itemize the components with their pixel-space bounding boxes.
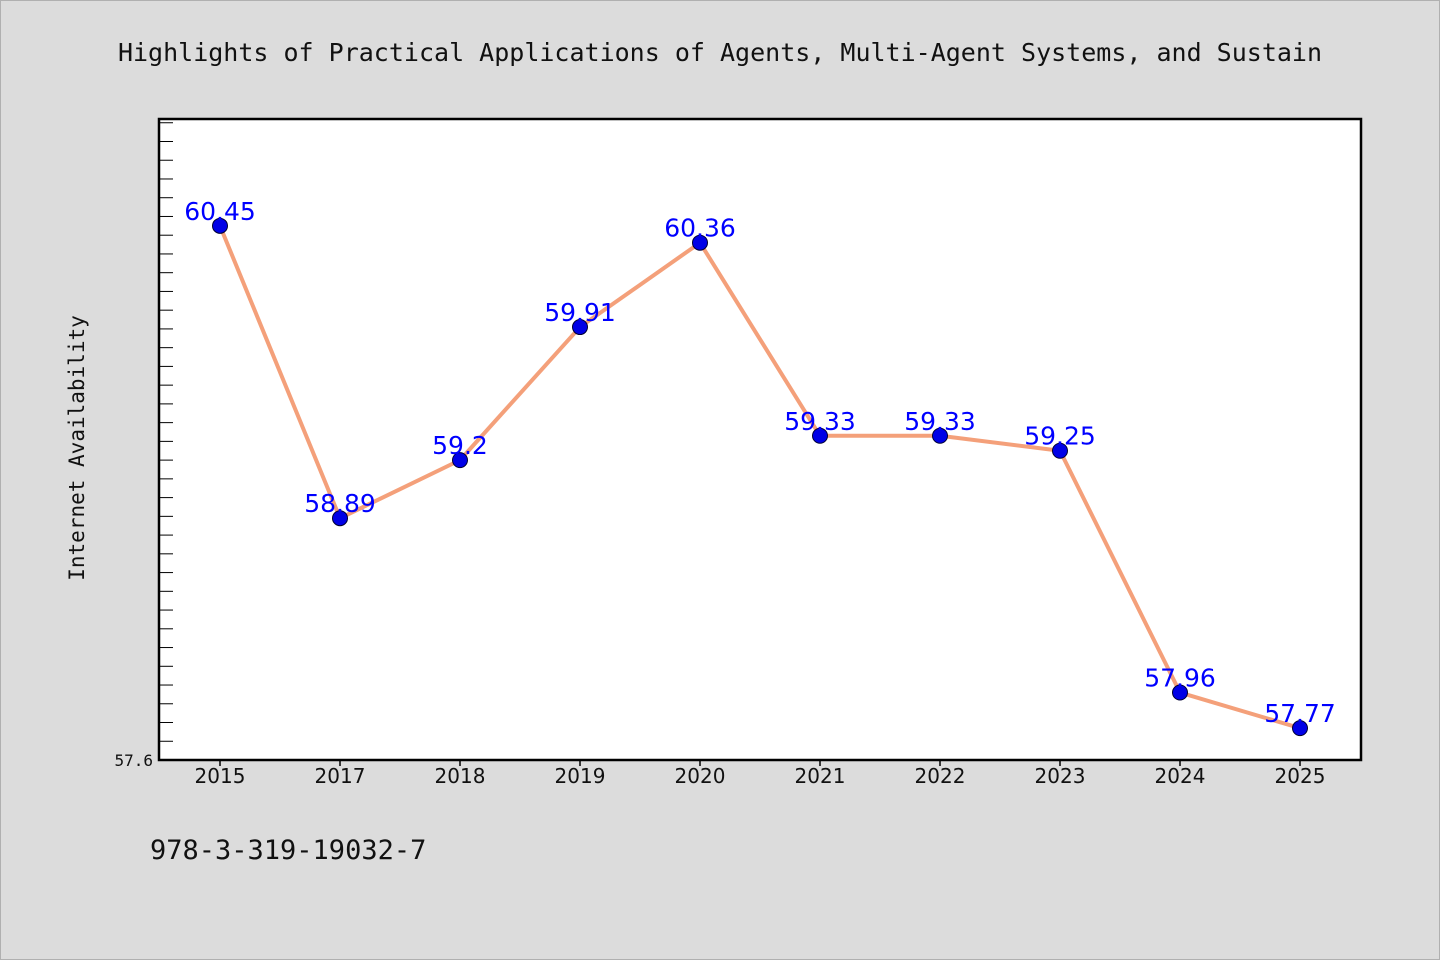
data-point <box>212 217 228 234</box>
x-tick-label: 2018 <box>435 764 486 788</box>
x-tick-label: 2020 <box>675 764 726 788</box>
data-point <box>812 427 828 444</box>
data-label: 59.25 <box>1024 422 1096 451</box>
data-label: 57.77 <box>1264 699 1336 728</box>
data-point <box>572 319 588 336</box>
data-label: 60.36 <box>664 214 736 243</box>
series-line <box>218 225 1301 731</box>
x-tick-label: 2019 <box>555 764 606 788</box>
x-tick-label: 2022 <box>915 764 966 788</box>
data-point <box>452 452 468 469</box>
data-point <box>1052 442 1068 459</box>
data-point <box>332 510 348 527</box>
data-label: 59.33 <box>784 407 856 436</box>
data-label: 58.89 <box>304 489 376 518</box>
isbn-identifier: 978-3-319-19032-7 <box>150 835 427 866</box>
x-tick-label: 2021 <box>795 764 846 788</box>
x-tick-label: 2024 <box>1155 764 1206 788</box>
data-label: 57.96 <box>1144 664 1216 693</box>
data-label: 59.2 <box>432 431 488 460</box>
data-label: 60.45 <box>184 197 256 226</box>
y-axis-label: Internet Availability <box>65 315 89 581</box>
chart-title: Highlights of Practical Applications of … <box>118 38 1322 67</box>
x-tick-label: 2023 <box>1035 764 1086 788</box>
x-tick-label: 2015 <box>195 764 246 788</box>
data-label: 59.33 <box>904 407 976 436</box>
data-point <box>932 427 948 444</box>
data-point <box>1292 720 1308 737</box>
x-tick-label: 2017 <box>315 764 366 788</box>
data-point <box>692 234 708 251</box>
data-point <box>1172 684 1188 701</box>
x-tick-label: 2025 <box>1275 764 1326 788</box>
y-tick-label: 57.6 <box>114 751 153 770</box>
data-label: 59.91 <box>544 298 616 327</box>
